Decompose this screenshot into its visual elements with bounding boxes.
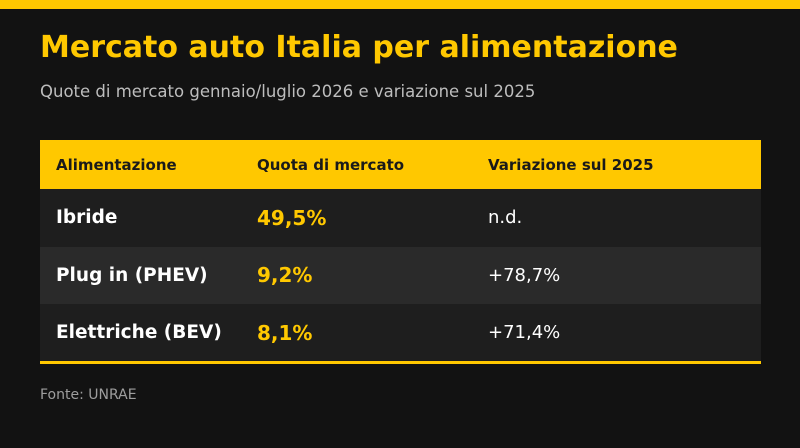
market-share-table: Alimentazione Quota di mercato Variazion… [40, 140, 761, 362]
table-row: Ibride 49,5% n.d. [40, 189, 761, 247]
fuel-type-cell: Ibride [56, 207, 118, 229]
change-cell: n.d. [488, 207, 523, 229]
table-bottom-rule [40, 361, 761, 364]
column-header-change: Variazione sul 2025 [488, 155, 654, 174]
market-share-cell: 49,5% [257, 205, 327, 230]
source-note: Fonte: UNRAE [40, 387, 137, 403]
chart-title: Mercato auto Italia per alimentazione [40, 30, 678, 65]
market-share-cell: 8,1% [257, 320, 313, 345]
table-header-row: Alimentazione Quota di mercato Variazion… [40, 140, 761, 189]
top-accent-bar [0, 0, 800, 9]
column-header-fuel-type: Alimentazione [56, 155, 177, 174]
chart-subtitle: Quote di mercato gennaio/luglio 2026 e v… [40, 82, 536, 101]
column-header-market-share: Quota di mercato [257, 155, 405, 174]
fuel-type-cell: Plug in (PHEV) [56, 264, 208, 286]
market-share-cell: 9,2% [257, 263, 313, 288]
fuel-type-cell: Elettriche (BEV) [56, 322, 222, 344]
change-cell: +78,7% [488, 264, 561, 286]
change-cell: +71,4% [488, 322, 561, 344]
table-row: Plug in (PHEV) 9,2% +78,7% [40, 246, 761, 304]
table-row: Elettriche (BEV) 8,1% +71,4% [40, 304, 761, 362]
